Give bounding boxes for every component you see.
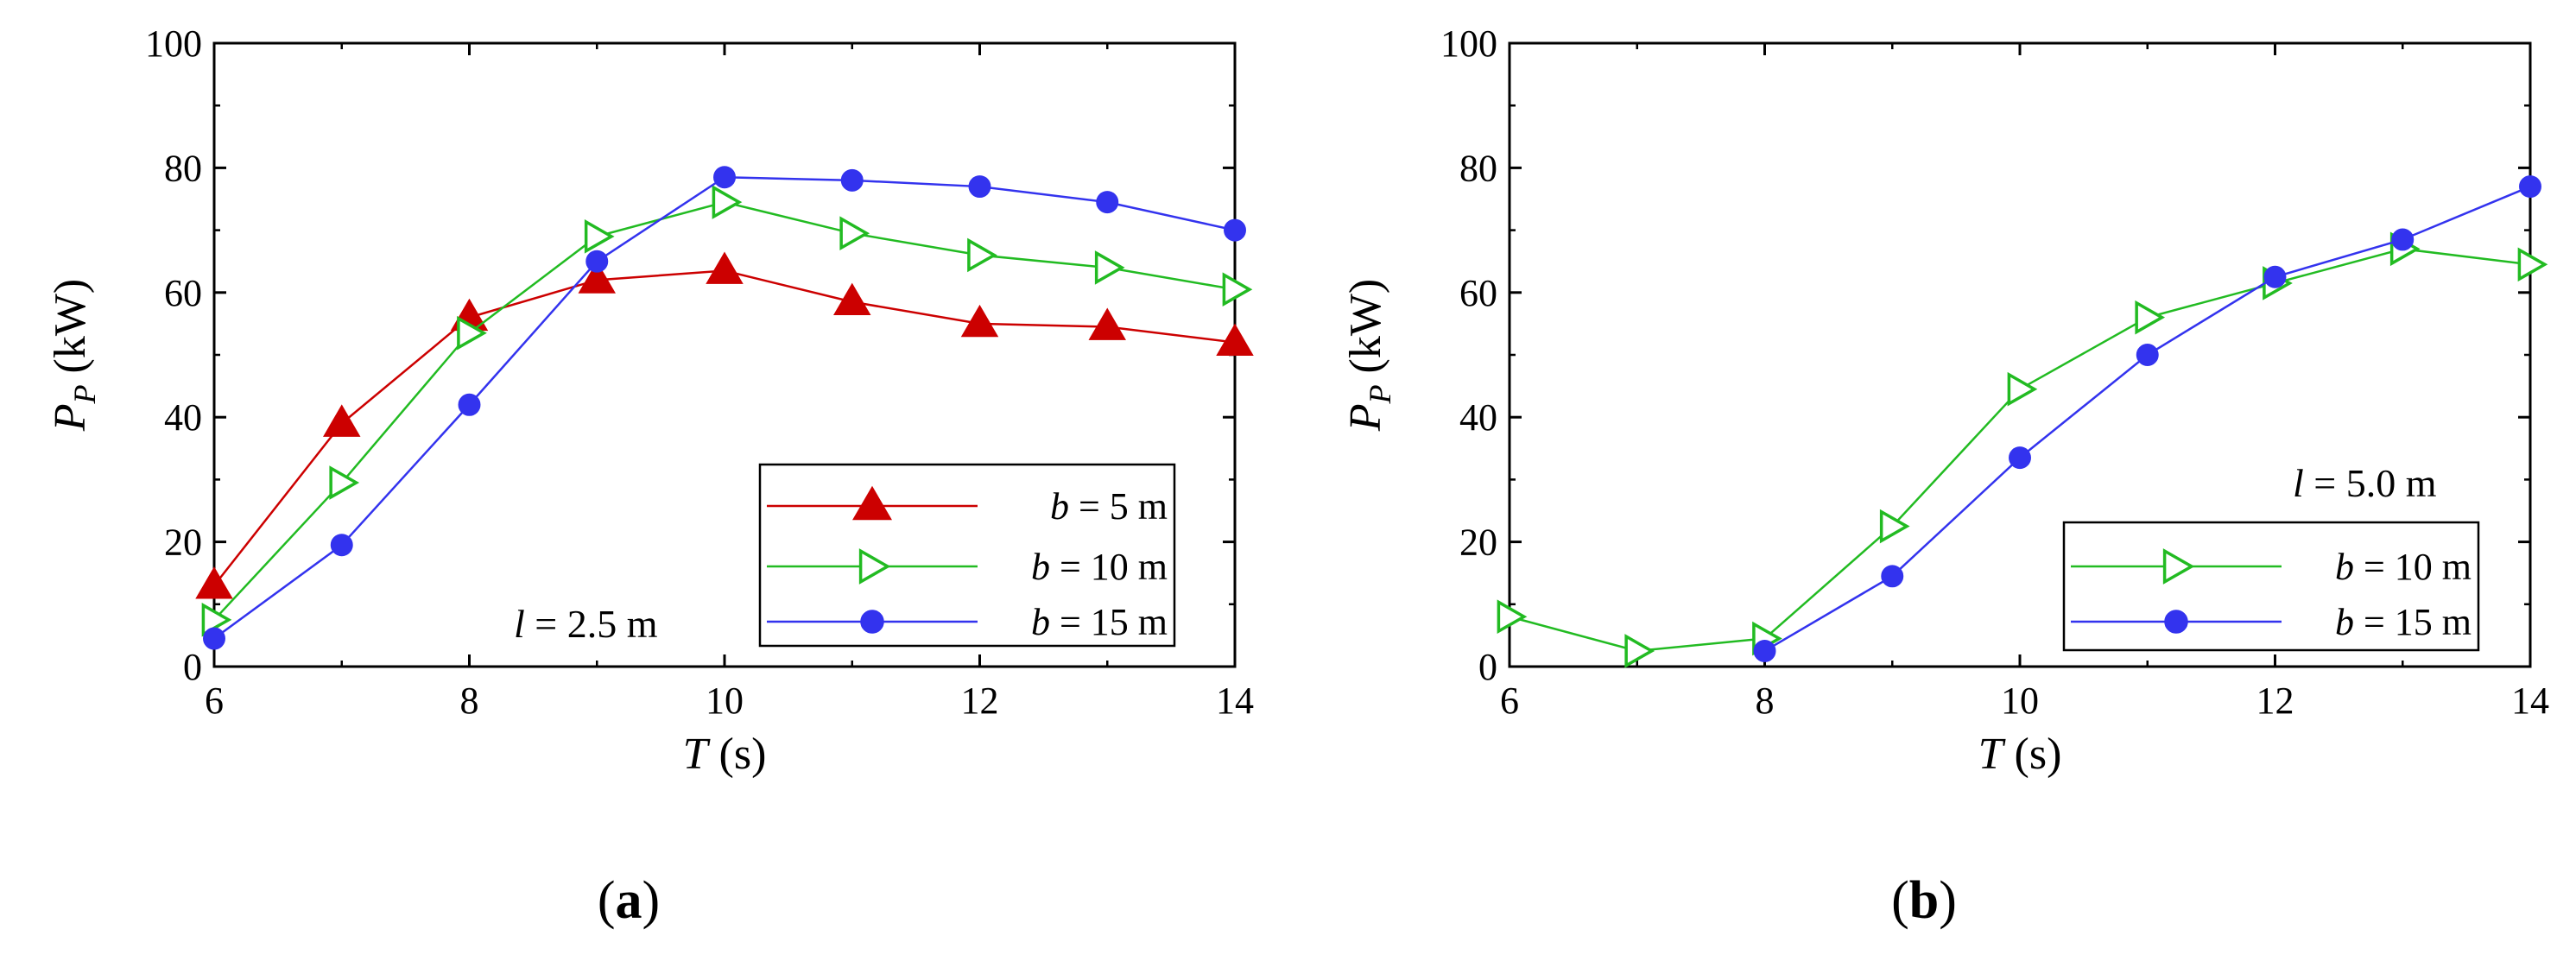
data-point-2 [585,250,609,273]
data-point-0 [1088,307,1126,340]
y-tick-label: 80 [164,147,202,189]
data-point-1 [201,603,232,637]
data-point-0 [2007,371,2038,407]
legend-marker-1 [2164,610,2188,634]
x-tick-label: 12 [961,680,999,722]
data-point-1 [1222,272,1253,307]
data-point-0 [1497,599,1528,635]
x-tick-label: 10 [2001,680,2039,722]
legend-box-1 [2062,521,2480,652]
x-tick-label: 12 [2256,680,2294,722]
legend-box-0 [758,463,1176,648]
y-tick-label: 100 [145,22,202,65]
y-tick-label: 20 [1459,522,1497,564]
x-tick-label: 14 [1216,680,1254,722]
data-point-1 [2136,344,2159,366]
legend-label-0: b = 5 m [1050,485,1168,528]
panel-label-1: (b) [1891,871,1957,930]
data-point-0 [833,282,871,316]
legend-label-2: b = 15 m [1031,601,1168,643]
panel-label-0: (a) [598,871,660,930]
data-point-1 [1753,639,1776,662]
y-tick-label: 60 [164,272,202,314]
data-point-1 [712,185,743,219]
legend-label-1: b = 15 m [2335,601,2472,643]
x-tick-label: 10 [706,680,744,722]
data-point-1 [584,219,615,254]
legend-label-0: b = 10 m [2335,546,2472,588]
data-point-1 [2519,175,2541,199]
data-point-2 [203,627,225,650]
panel-b: 6 8 10 12 14 0 20 40 60 80 100 T (s) PP (kW) l = 5.0 … [1341,22,2549,930]
data-point-1 [967,237,997,273]
legend-label-1: b = 10 m [1031,546,1168,588]
x-tick-label: 14 [2511,680,2549,722]
data-point-1 [457,315,487,351]
data-point-1 [1881,565,1904,588]
y-tick-label: 0 [183,646,202,688]
legend-marker-0 [852,485,892,521]
data-point-2 [330,534,353,557]
annotation-1: l = 5.0 m [2293,461,2437,505]
annotation-0: l = 2.5 m [514,602,658,646]
data-point-0 [2135,300,2166,335]
data-point-0 [2517,247,2548,282]
y-tick-label: 40 [164,396,202,439]
data-point-2 [458,393,481,416]
x-tick-label: 8 [1756,680,1775,722]
data-point-2 [713,166,736,189]
panel-a: 6 8 10 12 14 0 20 40 60 80 100 T (s) PP (kW) l = 2.5 … [46,22,1254,930]
data-point-1 [1094,250,1125,285]
data-point-1 [2009,446,2031,470]
data-point-1 [839,216,870,251]
legend-marker-0 [2162,548,2195,585]
data-point-2 [968,175,991,199]
y-axis-title-1: PP (kW) [1341,279,1397,432]
data-point-0 [960,304,999,338]
data-point-2 [1224,218,1246,242]
x-tick-label: 8 [460,680,479,722]
y-tick-label: 0 [1478,646,1497,688]
y-axis-title-0: PP (kW) [46,279,102,432]
data-point-0 [323,404,361,437]
data-point-2 [840,168,864,192]
x-axis-title-0: T (s) [683,730,767,779]
y-tick-label: 60 [1459,272,1497,314]
data-point-1 [2391,228,2415,251]
data-point-0 [706,251,744,284]
data-point-0 [195,566,233,599]
x-tick-label: 6 [205,680,224,722]
x-axis-title-1: T (s) [1978,730,2062,779]
data-point-2 [1096,191,1119,214]
data-point-0 [1879,509,1910,544]
y-tick-label: 40 [1459,396,1497,439]
x-tick-label: 6 [1500,680,1519,722]
data-point-1 [2263,265,2287,288]
y-tick-label: 100 [1440,22,1497,65]
data-point-0 [578,261,616,294]
data-point-1 [329,465,360,500]
legend-marker-1 [858,548,891,585]
data-point-0 [1216,323,1254,356]
y-tick-label: 20 [164,522,202,564]
y-tick-label: 80 [1459,147,1497,189]
data-point-0 [1624,634,1655,668]
legend-marker-2 [860,610,884,634]
